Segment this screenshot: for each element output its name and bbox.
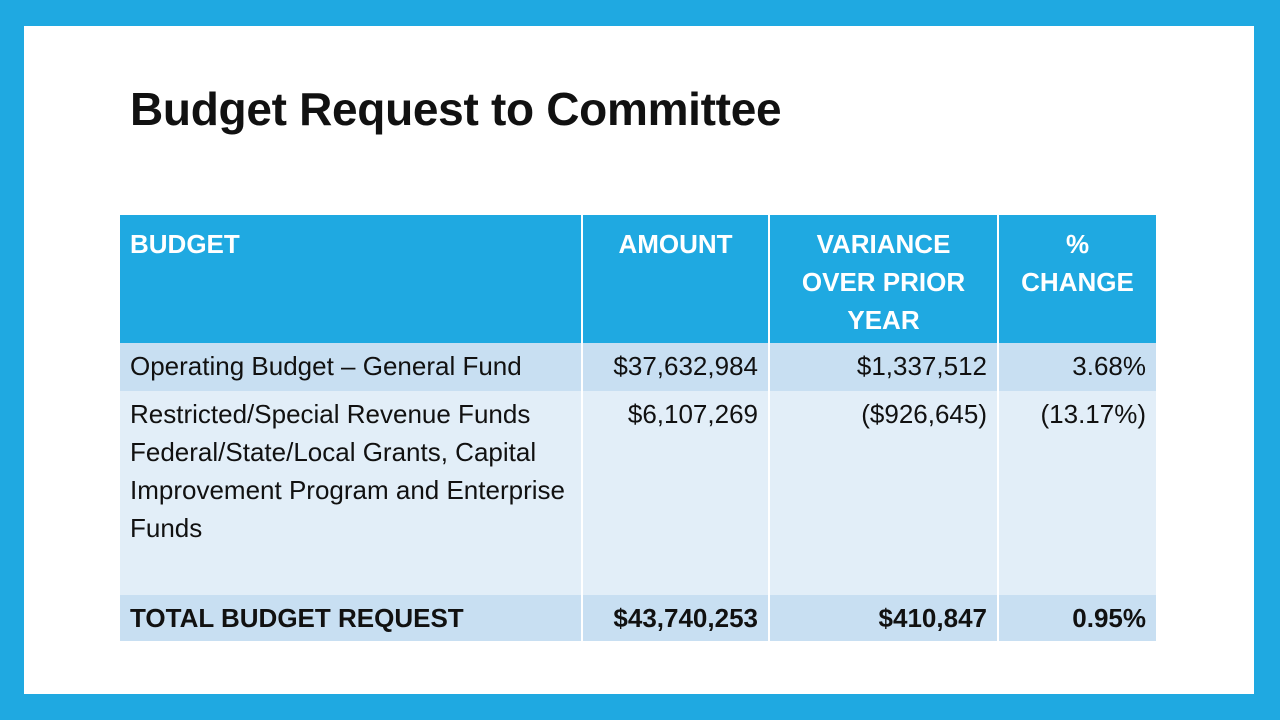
total-label: TOTAL BUDGET REQUEST <box>120 595 582 641</box>
amount-cell: $37,632,984 <box>581 343 769 391</box>
variance-cell: ($926,645) <box>768 391 998 595</box>
table-header-row: BUDGET AMOUNT VARIANCE OVER PRIOR YEAR %… <box>120 215 1156 343</box>
budget-sublabel: Federal/State/Local Grants, Capital Impr… <box>130 437 565 543</box>
total-variance: $410,847 <box>768 595 998 641</box>
budget-label: Operating Budget – General Fund <box>130 351 522 381</box>
header-amount: AMOUNT <box>581 215 769 343</box>
amount-cell: $6,107,269 <box>581 391 769 595</box>
budget-table: BUDGET AMOUNT VARIANCE OVER PRIOR YEAR %… <box>120 215 1156 641</box>
slide-title: Budget Request to Committee <box>130 83 782 135</box>
header-variance: VARIANCE OVER PRIOR YEAR <box>768 215 998 343</box>
change-cell: (13.17%) <box>997 391 1156 595</box>
slide: Budget Request to Committee BUDGET AMOUN… <box>24 26 1254 694</box>
table-row: Operating Budget – General Fund $37,632,… <box>120 343 1156 391</box>
total-amount: $43,740,253 <box>581 595 769 641</box>
variance-cell: $1,337,512 <box>768 343 998 391</box>
budget-cell: Restricted/Special Revenue Funds Federal… <box>120 391 582 595</box>
total-change: 0.95% <box>997 595 1156 641</box>
budget-label: Restricted/Special Revenue Funds <box>130 399 531 429</box>
header-change: % CHANGE <box>997 215 1156 343</box>
budget-cell: Operating Budget – General Fund <box>120 343 582 391</box>
change-cell: 3.68% <box>997 343 1156 391</box>
header-budget: BUDGET <box>120 215 582 343</box>
total-row: TOTAL BUDGET REQUEST $43,740,253 $410,84… <box>120 595 1156 641</box>
table-row: Restricted/Special Revenue Funds Federal… <box>120 391 1156 595</box>
